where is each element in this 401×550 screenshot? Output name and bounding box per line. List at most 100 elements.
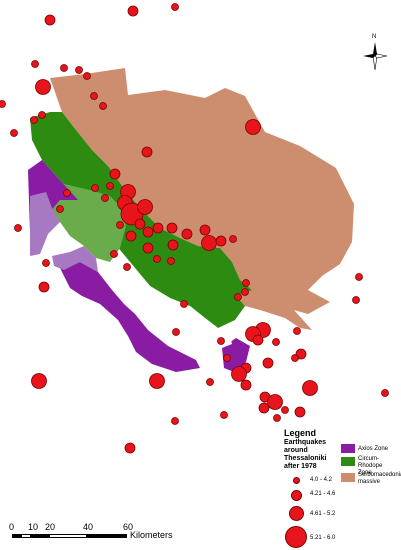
earthquake-epicenter <box>171 417 179 425</box>
earthquake-epicenter <box>123 263 131 271</box>
compass-icon <box>363 42 388 71</box>
earthquake-epicenter <box>63 189 71 197</box>
legend-dot-4 <box>285 526 307 548</box>
earthquake-epicenter <box>30 116 38 124</box>
scale-unit: Kilometers <box>130 530 173 540</box>
earthquake-epicenter <box>234 293 242 301</box>
earthquake-epicenter <box>381 389 389 397</box>
earthquake-epicenter <box>42 259 50 267</box>
earthquake-epicenter <box>110 250 118 258</box>
legend-mag-2: 4.21 - 4.6 <box>310 491 336 497</box>
swatch-rhodope <box>341 457 355 466</box>
earthquake-epicenter <box>267 394 283 410</box>
earthquake-epicenter <box>38 111 46 119</box>
earthquake-epicenter <box>262 357 274 369</box>
scale-seg-4 <box>49 534 87 538</box>
axios-light-south <box>52 246 98 272</box>
earthquake-epicenter <box>142 242 154 254</box>
legend-zone-axios: Axios Zone <box>358 446 389 452</box>
scale-tick-20: 20 <box>45 522 56 532</box>
earthquake-epicenter <box>109 168 121 180</box>
earthquake-epicenter <box>291 354 299 362</box>
earthquake-epicenter <box>229 235 237 243</box>
earthquake-epicenter <box>273 414 281 422</box>
earthquake-epicenter <box>352 296 360 304</box>
earthquake-epicenter <box>199 224 211 236</box>
earthquake-epicenter <box>231 366 247 382</box>
earthquake-epicenter <box>242 279 250 287</box>
earthquake-epicenter <box>181 228 193 240</box>
earthquake-epicenter <box>167 257 175 265</box>
earthquake-epicenter <box>31 60 39 68</box>
legend-zone-serbo: Serbomacedonian massive <box>358 472 401 485</box>
legend-mag-4: 5.21 - 6.0 <box>310 535 336 541</box>
swatch-serbo <box>341 473 355 482</box>
earthquake-epicenter <box>116 221 124 229</box>
earthquake-epicenter <box>149 373 165 389</box>
scale-tick-0: 0 <box>9 522 15 532</box>
north-arrow: N <box>360 34 390 74</box>
earthquake-epicenter <box>127 5 139 17</box>
legend-title: Legend <box>284 428 317 438</box>
earthquake-epicenter <box>60 64 68 72</box>
earthquake-epicenter <box>302 380 318 396</box>
earthquake-epicenter <box>142 226 154 238</box>
earthquake-epicenter <box>220 411 228 419</box>
earthquake-epicenter <box>38 281 50 293</box>
earthquake-epicenter <box>0 100 6 108</box>
legend-mag-1: 4.0 - 4.2 <box>310 477 333 483</box>
scale-tick-10: 10 <box>28 522 39 532</box>
circum-rhodope-light <box>50 184 126 262</box>
earthquake-epicenter <box>152 222 164 234</box>
axios-light-zone <box>30 192 60 256</box>
earthquake-epicenter <box>125 230 137 242</box>
legend-dot-3 <box>289 506 304 521</box>
earthquake-epicenter <box>91 184 99 192</box>
earthquake-epicenter <box>124 442 136 454</box>
earthquake-epicenter <box>201 235 217 251</box>
earthquake-epicenter <box>153 255 161 263</box>
legend-dot-1 <box>293 477 300 484</box>
earthquake-epicenter <box>206 378 214 386</box>
earthquake-epicenter <box>10 129 18 137</box>
earthquake-epicenter <box>272 338 280 346</box>
scale-tick-60: 60 <box>123 522 134 532</box>
scale-seg-3 <box>31 534 49 538</box>
axios-zone-south <box>58 262 200 372</box>
earthquake-epicenter <box>281 406 289 414</box>
earthquake-epicenter <box>166 222 178 234</box>
scale-seg-2 <box>21 534 31 538</box>
gulf-white <box>118 250 232 348</box>
scale-seg-5 <box>87 534 127 538</box>
legend-mag-3: 4.61 - 5.2 <box>310 511 336 517</box>
earthquake-epicenter <box>75 66 83 74</box>
earthquake-epicenter <box>31 373 47 389</box>
earthquake-epicenter <box>245 119 261 135</box>
earthquake-epicenter <box>180 300 188 308</box>
earthquake-epicenter <box>252 334 264 346</box>
earthquake-epicenter <box>241 288 249 296</box>
earthquake-epicenter <box>215 235 227 247</box>
earthquake-epicenter <box>355 273 363 281</box>
legend-quakes-title: Earthquakes around Thessaloniki after 19… <box>284 439 327 470</box>
swatch-axios <box>341 444 355 453</box>
earthquake-epicenter <box>171 3 179 11</box>
legend: Legend Earthquakes around Thessaloniki a… <box>284 428 401 548</box>
earthquake-epicenter <box>223 354 231 362</box>
earthquake-epicenter <box>141 146 153 158</box>
earthquake-epicenter <box>101 194 109 202</box>
earthquake-epicenter <box>134 218 146 230</box>
earthquake-epicenter <box>294 406 306 418</box>
earthquake-epicenter <box>35 79 51 95</box>
earthquake-epicenter <box>99 102 107 110</box>
earthquake-epicenter <box>90 92 98 100</box>
scale-tick-40: 40 <box>83 522 94 532</box>
earthquake-epicenter <box>167 239 179 251</box>
earthquake-epicenter <box>258 402 270 414</box>
earthquake-epicenter <box>137 199 153 215</box>
earthquake-epicenter <box>217 337 225 345</box>
earthquake-epicenter <box>172 328 180 336</box>
scale-seg-1 <box>12 534 21 538</box>
earthquake-epicenter <box>44 14 56 26</box>
serbomacedonian-zone <box>50 68 354 330</box>
